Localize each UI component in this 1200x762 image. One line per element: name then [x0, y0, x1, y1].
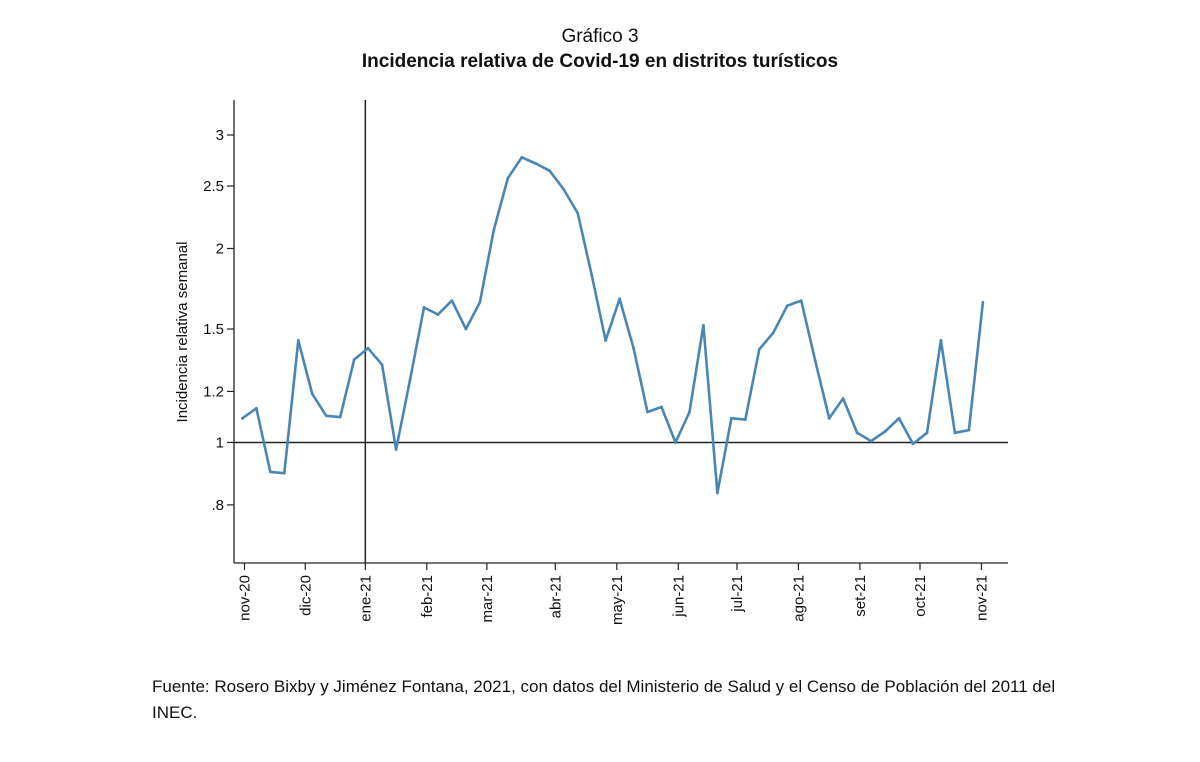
y-axis-label: Incidencia relativa semanal: [174, 242, 191, 423]
y-tick-label: .8: [211, 497, 224, 514]
axes: .8 1 1.2 1.5 2 2.5 3 nov-20 dic-20 ene-21 feb-21 ma…: [203, 100, 1008, 625]
data-point: [674, 441, 677, 444]
data-point: [869, 439, 873, 443]
data-point: [338, 415, 342, 419]
data-point: [464, 327, 468, 331]
y-tick-label: 1.2: [203, 383, 224, 400]
data-point: [478, 300, 482, 304]
data-point: [254, 406, 258, 410]
data-point: [408, 378, 412, 382]
x-tick-label: oct-21: [912, 575, 929, 617]
data-point: [688, 410, 691, 414]
y-tick-label: 1: [216, 434, 224, 451]
y-tick-label: 2.5: [203, 178, 224, 195]
x-tick-label: mar-21: [479, 575, 496, 623]
data-point: [576, 211, 580, 215]
data-point: [855, 431, 859, 435]
x-tick-label: ene-21: [357, 575, 374, 622]
series-line: [241, 156, 985, 495]
data-point: [911, 442, 915, 446]
data-point: [422, 306, 426, 309]
y-tick-label: 2: [216, 240, 224, 257]
data-point: [562, 188, 566, 191]
data-point: [548, 169, 552, 173]
data-point: [352, 358, 356, 361]
data-point: [450, 299, 454, 303]
x-tick-label: nov-21: [973, 575, 990, 621]
data-point: [282, 471, 286, 475]
data-point: [702, 323, 705, 327]
reference-lines: [234, 100, 1008, 563]
figure-label: Gráfico 3: [561, 26, 639, 47]
data-point: [716, 491, 719, 495]
x-tick-label: abr-21: [547, 575, 564, 618]
data-point: [380, 363, 384, 367]
data-point: [729, 416, 733, 420]
x-tick-label: feb-21: [419, 575, 436, 618]
data-point: [953, 431, 957, 435]
data-point: [785, 304, 789, 308]
data-point: [240, 416, 244, 420]
data-point: [771, 331, 775, 335]
data-point: [506, 176, 510, 180]
data-point: [268, 470, 272, 474]
data-point: [436, 313, 440, 316]
data-point: [646, 410, 649, 414]
data-point: [310, 392, 314, 396]
data-point: [618, 297, 622, 301]
x-tick-label: jun-21: [670, 575, 687, 618]
data-point: [366, 346, 370, 350]
data-point: [492, 228, 496, 231]
data-point: [394, 448, 398, 451]
data-point: [925, 431, 929, 435]
data-point: [604, 339, 608, 342]
data-point: [660, 405, 663, 409]
source-note: Fuente: Rosero Bixby y Jiménez Fontana, …: [152, 677, 1056, 722]
data-point: [841, 397, 845, 400]
x-tick-label: dic-20: [297, 575, 314, 616]
data-point: [324, 414, 328, 418]
data-point: [827, 416, 831, 420]
x-tick-label: nov-20: [236, 575, 253, 621]
data-point: [757, 347, 761, 351]
data-point: [534, 162, 538, 165]
data-point: [883, 430, 887, 433]
data-point: [743, 418, 747, 422]
data-point: [967, 428, 971, 432]
data-point: [296, 339, 300, 342]
x-tick-label: set-21: [852, 575, 869, 617]
y-tick-label: 3: [216, 127, 224, 144]
data-point: [632, 346, 635, 350]
data-point: [981, 300, 985, 304]
data-point: [520, 155, 524, 159]
chart-title: Incidencia relativa de Covid-19 en distr…: [361, 51, 839, 72]
data-point: [590, 273, 594, 277]
x-tick-label: jul-21: [729, 575, 746, 613]
x-tick-label: may-21: [609, 575, 626, 625]
x-tick-label: ago-21: [790, 575, 807, 622]
data-point: [897, 416, 901, 420]
data-point: [813, 359, 817, 362]
series-layer: [240, 155, 985, 495]
y-tick-label: 1.5: [203, 321, 224, 338]
data-point: [799, 299, 803, 303]
data-point: [939, 339, 943, 342]
